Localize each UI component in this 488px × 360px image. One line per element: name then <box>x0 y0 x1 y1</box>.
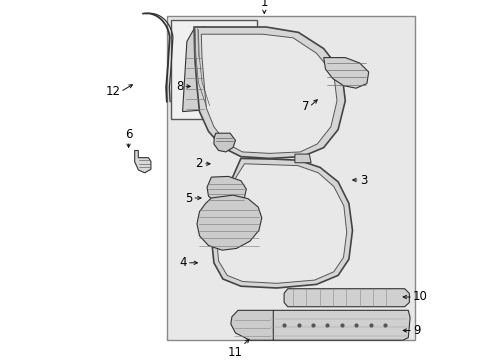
Text: 1: 1 <box>260 0 267 9</box>
Polygon shape <box>323 58 368 88</box>
Text: 8: 8 <box>176 80 183 93</box>
Text: 6: 6 <box>124 128 132 141</box>
Bar <box>170 20 257 119</box>
Text: 4: 4 <box>179 256 186 269</box>
Polygon shape <box>294 154 310 163</box>
Polygon shape <box>194 27 345 158</box>
Polygon shape <box>206 176 246 204</box>
Text: 3: 3 <box>359 174 366 186</box>
Text: 12: 12 <box>105 85 120 98</box>
Polygon shape <box>197 195 261 250</box>
Text: 7: 7 <box>301 100 309 113</box>
Polygon shape <box>134 150 151 173</box>
Bar <box>167 16 415 340</box>
Polygon shape <box>213 133 235 152</box>
Polygon shape <box>284 289 408 307</box>
Text: 10: 10 <box>412 291 427 303</box>
Polygon shape <box>182 27 208 112</box>
Polygon shape <box>211 158 352 288</box>
Polygon shape <box>201 34 336 153</box>
Polygon shape <box>216 164 346 283</box>
Text: 5: 5 <box>184 192 192 204</box>
Polygon shape <box>230 310 273 340</box>
Text: 9: 9 <box>412 324 420 337</box>
Polygon shape <box>267 310 409 340</box>
Text: 11: 11 <box>227 346 242 359</box>
Polygon shape <box>216 31 226 108</box>
Text: 2: 2 <box>195 157 203 170</box>
